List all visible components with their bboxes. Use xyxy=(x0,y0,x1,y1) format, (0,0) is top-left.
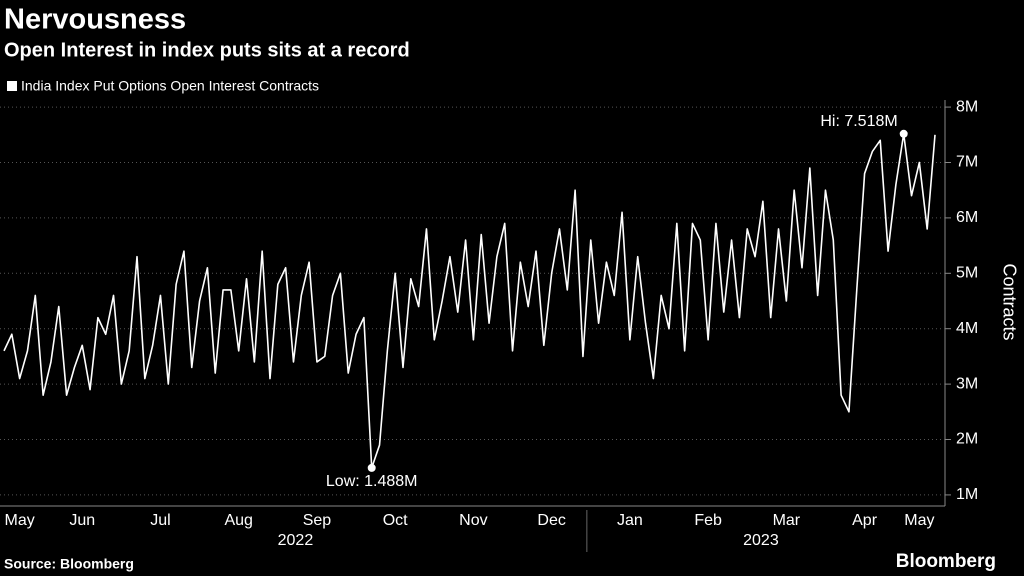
x-tick-label: Jul xyxy=(150,512,170,529)
chart-title: Nervousness xyxy=(4,4,186,36)
legend-label: India Index Put Options Open Interest Co… xyxy=(21,78,319,94)
year-label: 2023 xyxy=(743,532,779,549)
x-tick-label: Oct xyxy=(383,512,408,529)
chart-subtitle: Open Interest in index puts sits at a re… xyxy=(4,39,410,61)
x-tick-label: Jan xyxy=(617,512,643,529)
x-tick-label: May xyxy=(904,512,934,529)
year-label: 2022 xyxy=(278,532,314,549)
x-tick-label: Aug xyxy=(224,512,252,529)
x-tick-label: Nov xyxy=(459,512,487,529)
x-tick-label: Feb xyxy=(694,512,722,529)
data-line xyxy=(3,132,936,469)
y-tick-label: 2M xyxy=(956,431,978,448)
x-tick-label: Apr xyxy=(852,512,878,529)
y-tick-label: 8M xyxy=(956,98,978,115)
x-tick-label: Dec xyxy=(537,512,565,529)
x-tick-label: Mar xyxy=(773,512,801,529)
y-tick-label: 1M xyxy=(956,486,978,503)
source: Source: Bloomberg xyxy=(4,556,134,572)
y-axis-label: Contracts xyxy=(999,263,1019,340)
y-tick-label: 4M xyxy=(956,320,978,337)
low-annotation: Low: 1.488M xyxy=(326,473,418,490)
x-tick-label: Jun xyxy=(69,512,95,529)
y-tick-label: 7M xyxy=(956,154,978,171)
y-tick-label: 3M xyxy=(956,375,978,392)
brand: Bloomberg xyxy=(896,551,996,572)
x-tick-label: Sep xyxy=(303,512,332,529)
legend-swatch xyxy=(7,81,17,91)
high-annotation: Hi: 7.518M xyxy=(820,113,897,130)
y-tick-label: 5M xyxy=(956,265,978,282)
low-point xyxy=(367,463,376,472)
high-point xyxy=(899,129,908,138)
y-tick-label: 6M xyxy=(956,209,978,226)
x-tick-label: May xyxy=(5,512,35,529)
